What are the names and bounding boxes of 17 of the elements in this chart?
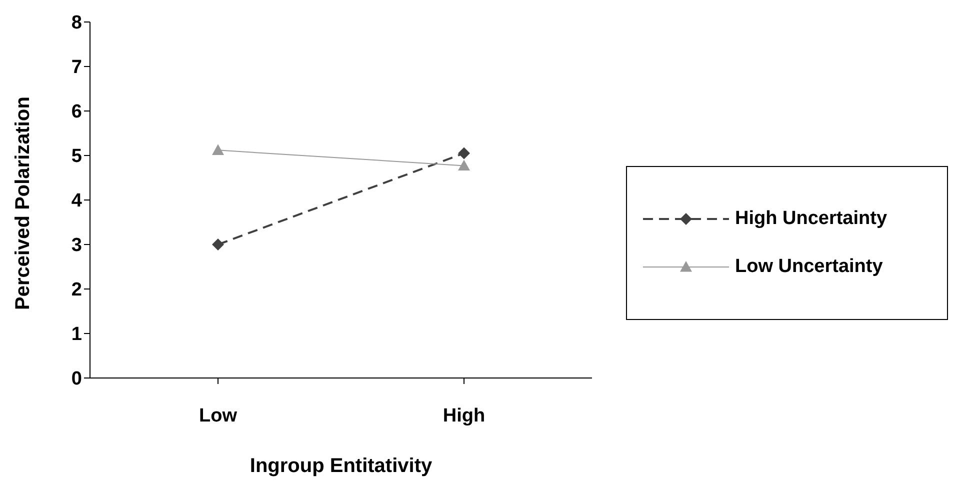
- y-tick-label: 2: [71, 280, 82, 301]
- y-tick-label: 6: [71, 102, 82, 123]
- point: [458, 147, 470, 160]
- y-axis-title: Perceived Polarization: [12, 96, 34, 310]
- legend-label: Low Uncertainty: [735, 256, 883, 278]
- x-axis-title: Ingroup Entitativity: [250, 455, 433, 477]
- legend-label: High Uncertainty: [735, 208, 888, 230]
- y-tick-label: 4: [71, 190, 82, 212]
- y-tick-label: 3: [71, 235, 82, 256]
- y-tick-label: 7: [71, 57, 82, 78]
- x-tick-label: Low: [199, 405, 238, 426]
- x-tick-label: High: [442, 405, 486, 426]
- point: [212, 238, 224, 250]
- y-tick-label: 0: [71, 368, 82, 390]
- y-tick-label: 1: [71, 324, 82, 346]
- y-tick-label: 8: [71, 12, 82, 34]
- y-tick-label: 5: [71, 146, 82, 168]
